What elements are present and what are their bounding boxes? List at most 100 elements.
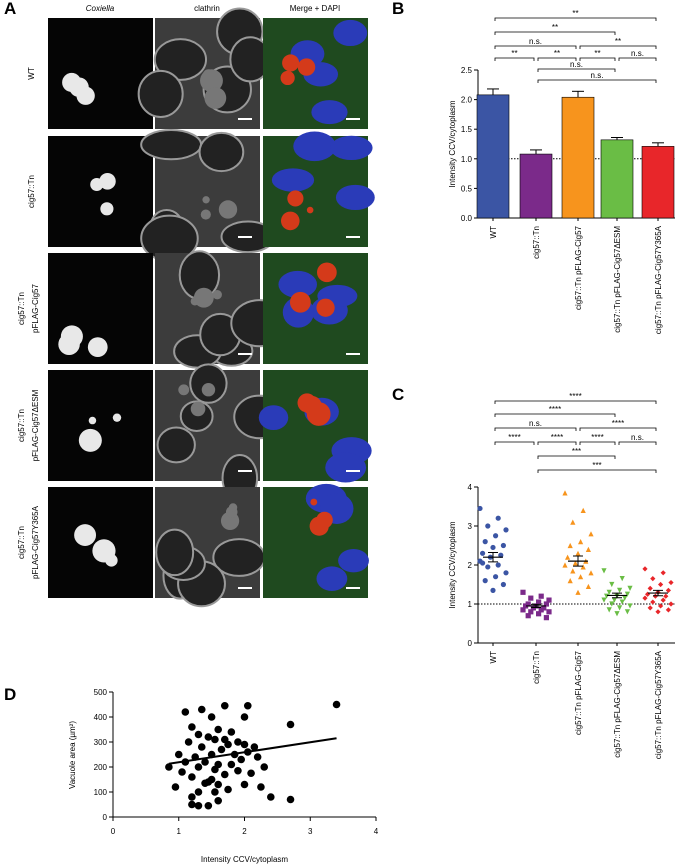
- data-point: [624, 591, 630, 597]
- data-point: [204, 733, 213, 741]
- x-tick-label: cig57::Tn pFLAG-Cig57: [574, 225, 583, 310]
- vacuole: [58, 333, 80, 356]
- x-tick-label: WT: [489, 226, 498, 239]
- nucleus: [338, 548, 369, 573]
- data-point: [578, 539, 584, 545]
- data-point: [580, 507, 586, 513]
- data-point: [609, 601, 615, 607]
- data-point: [482, 577, 488, 584]
- data-point: [588, 570, 594, 576]
- data-point: [601, 568, 607, 574]
- data-point: [645, 591, 651, 597]
- significance-label: **: [552, 23, 558, 32]
- data-point: [490, 544, 496, 551]
- vacuole: [280, 70, 295, 86]
- cell-outline: [137, 69, 184, 118]
- nucleus: [316, 566, 348, 591]
- data-point: [480, 560, 486, 566]
- vacuole: [88, 416, 97, 425]
- nucleus: [258, 405, 289, 431]
- vacuole: [99, 173, 116, 190]
- data-point: [194, 788, 203, 796]
- data-point: [498, 552, 504, 558]
- vacuole: [76, 86, 95, 105]
- data-point: [617, 587, 623, 593]
- data-point: [528, 595, 534, 601]
- micrograph: [48, 18, 153, 129]
- data-point: [211, 788, 219, 796]
- panel-label: D: [4, 685, 16, 704]
- data-point: [658, 581, 664, 588]
- data-point: [520, 607, 526, 613]
- data-point: [495, 515, 501, 521]
- data-point: [624, 609, 630, 615]
- y-tick-label: 1.5: [461, 125, 473, 134]
- y-tick-label: 2.0: [461, 96, 473, 105]
- significance-bracket: [537, 469, 657, 473]
- data-point: [257, 783, 265, 791]
- micrograph: [48, 253, 153, 364]
- x-tick-label: 0: [111, 827, 116, 836]
- row-label: WT: [27, 67, 36, 80]
- x-tick-label: cig57::Tn pFLAG-Cig57Y365A: [654, 650, 663, 759]
- fit-line: [168, 737, 337, 765]
- row-label: cig57::Tn: [17, 526, 26, 559]
- panel-label: B: [392, 0, 404, 18]
- data-point: [570, 568, 576, 574]
- row-label: pFLAG-Cig57ΔESM: [31, 389, 40, 461]
- significance-bracket: [618, 441, 657, 445]
- data-point: [214, 725, 222, 734]
- data-point: [220, 701, 229, 710]
- data-point: [207, 713, 216, 721]
- data-point: [588, 531, 594, 537]
- data-point: [601, 597, 607, 603]
- data-point: [611, 597, 617, 603]
- bar: [476, 94, 510, 219]
- data-point: [227, 728, 236, 736]
- vacuole: [74, 524, 97, 547]
- data-point: [181, 708, 190, 716]
- data-point: [567, 542, 573, 549]
- data-point: [214, 780, 222, 789]
- y-tick-label: 200: [94, 763, 108, 772]
- image-background: [48, 370, 153, 481]
- vacuole: [92, 539, 116, 563]
- vacuole: [289, 291, 311, 313]
- column-header: Coxiella: [86, 4, 115, 13]
- vacuole: [297, 58, 316, 76]
- data-point: [567, 578, 573, 584]
- significance-label: n.s.: [631, 433, 644, 442]
- x-tick-label: 3: [308, 827, 313, 836]
- data-point: [495, 562, 501, 568]
- significance-label: **: [511, 49, 517, 58]
- data-point: [201, 758, 209, 766]
- bar: [561, 96, 595, 219]
- nucleus: [333, 19, 368, 47]
- data-point: [240, 713, 249, 721]
- data-point: [520, 589, 526, 595]
- sem-bar: [653, 589, 663, 597]
- data-point: [500, 581, 506, 588]
- data-point: [619, 576, 625, 582]
- row-label: pFLAG-Cig57Y365A: [31, 505, 40, 579]
- significance-bracket: [494, 57, 535, 61]
- data-point: [240, 740, 249, 749]
- data-point: [332, 700, 341, 709]
- sem-bar: [573, 555, 583, 567]
- significance-label: n.s.: [529, 419, 542, 428]
- data-point: [220, 770, 229, 779]
- row-label: cig57::Tn: [17, 409, 26, 442]
- x-tick-label: cig57::Tn pFLAG-Cig57Y365A: [654, 225, 663, 334]
- data-point: [286, 795, 295, 804]
- data-point: [194, 763, 203, 771]
- y-tick-label: 1.0: [461, 155, 473, 164]
- data-point: [243, 701, 252, 710]
- cell-outline: [155, 528, 195, 577]
- vacuole: [228, 503, 238, 512]
- data-point: [609, 581, 615, 588]
- x-tick-label: 2: [242, 827, 247, 836]
- data-point: [543, 615, 549, 621]
- data-point: [650, 599, 656, 605]
- data-point: [546, 609, 552, 615]
- y-tick-label: 0.0: [461, 214, 473, 223]
